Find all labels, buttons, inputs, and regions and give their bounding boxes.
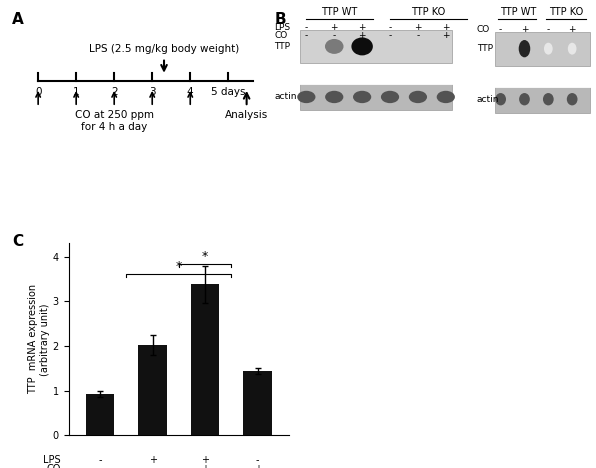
Ellipse shape bbox=[519, 40, 530, 57]
Text: CO: CO bbox=[46, 464, 61, 468]
Text: +: + bbox=[442, 23, 449, 32]
Text: 5 days: 5 days bbox=[211, 87, 246, 97]
Text: TTP: TTP bbox=[274, 42, 290, 51]
Text: +: + bbox=[148, 455, 157, 465]
Text: -: - bbox=[151, 464, 154, 468]
Text: -: - bbox=[333, 31, 336, 40]
Bar bbox=[495, 86, 590, 113]
Ellipse shape bbox=[297, 91, 315, 103]
Ellipse shape bbox=[409, 91, 427, 103]
Y-axis label: TTP  mRNA expression
(arbitrary unit): TTP mRNA expression (arbitrary unit) bbox=[28, 284, 50, 395]
Text: +: + bbox=[358, 23, 366, 32]
Text: *: * bbox=[176, 260, 182, 273]
Text: CO: CO bbox=[274, 31, 287, 40]
Text: -: - bbox=[305, 31, 308, 40]
Text: -: - bbox=[98, 455, 102, 465]
Text: 1: 1 bbox=[73, 87, 79, 97]
Text: -: - bbox=[389, 31, 392, 40]
Bar bbox=[86, 394, 114, 435]
Ellipse shape bbox=[567, 93, 578, 105]
Text: +: + bbox=[442, 31, 449, 40]
Bar bbox=[300, 83, 452, 110]
Text: +: + bbox=[414, 23, 421, 32]
Bar bbox=[300, 29, 452, 63]
Ellipse shape bbox=[352, 37, 373, 55]
Text: actin: actin bbox=[274, 93, 297, 102]
Ellipse shape bbox=[543, 93, 554, 105]
Text: -: - bbox=[499, 25, 502, 34]
Text: LPS: LPS bbox=[43, 455, 61, 465]
Text: 4: 4 bbox=[187, 87, 194, 97]
Text: A: A bbox=[12, 12, 24, 27]
Text: CO: CO bbox=[477, 25, 490, 34]
Text: 2: 2 bbox=[111, 87, 117, 97]
Text: +: + bbox=[521, 25, 528, 34]
Bar bbox=[191, 285, 219, 435]
Text: 0: 0 bbox=[35, 87, 41, 97]
Ellipse shape bbox=[437, 91, 455, 103]
Text: B: B bbox=[274, 12, 286, 27]
Text: 3: 3 bbox=[149, 87, 156, 97]
Text: C: C bbox=[12, 234, 23, 249]
Text: +: + bbox=[569, 25, 576, 34]
Ellipse shape bbox=[325, 91, 343, 103]
Bar bbox=[138, 345, 167, 435]
Text: LPS: LPS bbox=[274, 23, 290, 32]
Ellipse shape bbox=[544, 43, 552, 55]
Text: TTP WT: TTP WT bbox=[501, 7, 536, 17]
Text: TTP KO: TTP KO bbox=[549, 7, 583, 17]
Text: -: - bbox=[416, 31, 420, 40]
Text: LPS (2.5 mg/kg body weight): LPS (2.5 mg/kg body weight) bbox=[89, 44, 239, 54]
Text: -: - bbox=[98, 464, 102, 468]
Text: TTP WT: TTP WT bbox=[321, 7, 358, 17]
Text: -: - bbox=[256, 455, 259, 465]
Ellipse shape bbox=[325, 39, 343, 54]
Text: -: - bbox=[305, 23, 308, 32]
Text: +: + bbox=[331, 23, 338, 32]
Ellipse shape bbox=[353, 91, 371, 103]
Text: *: * bbox=[202, 250, 208, 263]
Text: +: + bbox=[358, 31, 366, 40]
Ellipse shape bbox=[495, 93, 506, 105]
Text: +: + bbox=[253, 464, 262, 468]
Ellipse shape bbox=[519, 93, 530, 105]
Text: Analysis: Analysis bbox=[225, 110, 268, 120]
Text: +: + bbox=[201, 464, 209, 468]
Bar bbox=[243, 371, 272, 435]
Text: +: + bbox=[201, 455, 209, 465]
Text: TTP: TTP bbox=[477, 44, 493, 53]
Text: TTP KO: TTP KO bbox=[411, 7, 446, 17]
Text: actin: actin bbox=[477, 95, 499, 104]
Ellipse shape bbox=[381, 91, 399, 103]
Text: CO at 250 ppm
for 4 h a day: CO at 250 ppm for 4 h a day bbox=[74, 110, 154, 132]
Ellipse shape bbox=[568, 43, 576, 55]
Text: -: - bbox=[389, 23, 392, 32]
Bar bbox=[495, 32, 590, 66]
Text: -: - bbox=[547, 25, 550, 34]
